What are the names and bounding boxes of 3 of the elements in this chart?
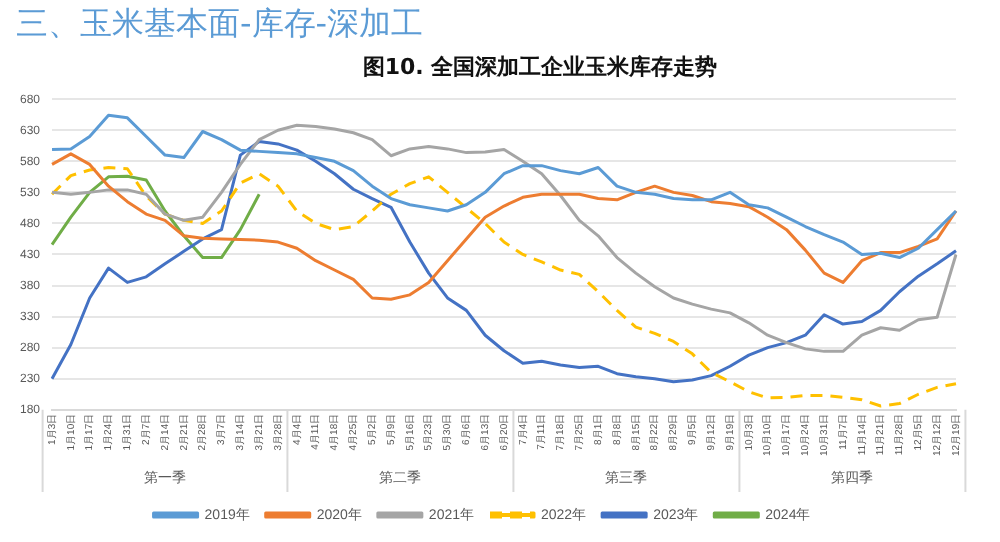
line-series xyxy=(50,166,958,408)
chart-title: 三、玉米基本面-库存-深加工 xyxy=(16,4,424,46)
chart-subtitle: 图10. 全国深加工企业玉米库存走势 xyxy=(360,52,720,82)
